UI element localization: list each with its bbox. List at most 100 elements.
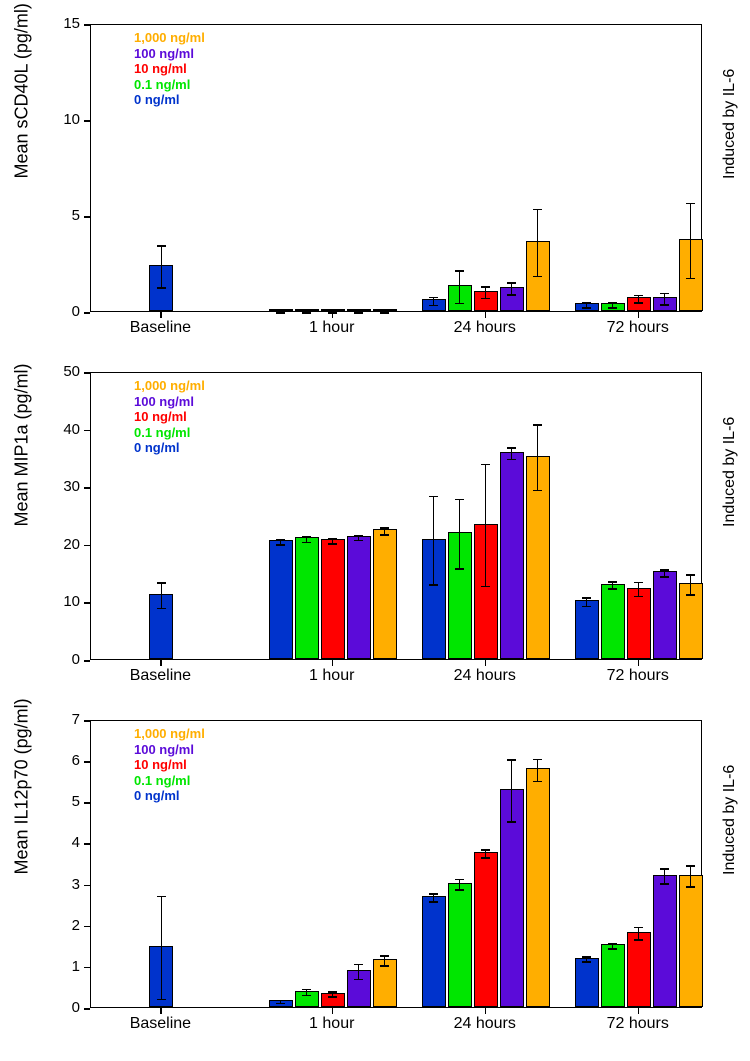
error-cap [634, 582, 643, 584]
error-cap [276, 1000, 285, 1002]
legend-item: 10 ng/ml [134, 409, 205, 425]
error-bar [690, 575, 692, 595]
y-tick-label: 5 [50, 793, 80, 810]
error-cap [276, 539, 285, 541]
y-tick [84, 216, 90, 218]
error-cap [686, 574, 695, 576]
right-axis-label: Induced by IL-6 [721, 159, 739, 179]
y-tick-label: 10 [50, 111, 80, 128]
error-cap [660, 569, 669, 571]
y-tick [84, 430, 90, 432]
x-tick-label: 72 hours [607, 667, 669, 685]
error-cap [634, 596, 643, 598]
error-cap [634, 302, 643, 304]
error-cap [354, 312, 363, 314]
panel-C: CMean IL12p70 (pg/ml)Induced by IL-60123… [0, 706, 750, 1036]
error-cap [533, 424, 542, 426]
error-cap [302, 542, 311, 544]
x-tick-label: 24 hours [454, 667, 516, 685]
error-cap [455, 568, 464, 570]
error-cap [533, 276, 542, 278]
y-tick [84, 967, 90, 969]
y-tick-label: 3 [50, 876, 80, 893]
x-tick-label: 72 hours [607, 319, 669, 337]
error-cap [302, 989, 311, 991]
x-tick-label: 1 hour [309, 667, 354, 685]
y-tick-label: 20 [50, 536, 80, 553]
y-tick [84, 24, 90, 26]
error-cap [380, 527, 389, 529]
x-tick [332, 312, 334, 318]
error-cap [686, 278, 695, 280]
error-cap [157, 287, 166, 289]
error-cap [481, 849, 490, 851]
bar [679, 875, 703, 1007]
error-cap [533, 759, 542, 761]
x-tick-label: Baseline [130, 319, 191, 337]
error-cap [481, 464, 490, 466]
y-tick [84, 926, 90, 928]
error-cap [481, 857, 490, 859]
x-tick [160, 1008, 162, 1014]
bar [373, 529, 397, 659]
legend-item: 1,000 ng/ml [134, 30, 205, 46]
y-tick [84, 885, 90, 887]
error-cap [328, 991, 337, 993]
error-cap [507, 821, 516, 823]
error-bar [459, 500, 461, 569]
error-cap [380, 312, 389, 314]
error-bar [638, 928, 640, 940]
y-tick-label: 6 [50, 752, 80, 769]
error-cap [686, 886, 695, 888]
right-axis-label: Induced by IL-6 [721, 507, 739, 527]
bar [295, 537, 319, 659]
y-tick-label: 7 [50, 711, 80, 728]
x-tick-label: 72 hours [607, 1015, 669, 1033]
y-tick [84, 660, 90, 662]
error-cap [660, 576, 669, 578]
error-cap [582, 307, 591, 309]
error-cap [686, 203, 695, 205]
legend-item: 1,000 ng/ml [134, 726, 205, 742]
x-tick-label: 1 hour [309, 1015, 354, 1033]
x-tick [485, 312, 487, 318]
legend-item: 0.1 ng/ml [134, 77, 205, 93]
x-tick-label: 24 hours [454, 1015, 516, 1033]
y-axis-label: Mean IL12p70 (pg/ml) [12, 855, 33, 875]
error-cap [429, 584, 438, 586]
bar [321, 539, 345, 659]
x-tick [638, 1008, 640, 1014]
error-cap [157, 582, 166, 584]
y-tick [84, 372, 90, 374]
y-tick-label: 2 [50, 917, 80, 934]
error-cap [608, 307, 617, 309]
x-tick [485, 1008, 487, 1014]
error-cap [455, 303, 464, 305]
error-cap [328, 543, 337, 545]
error-cap [608, 581, 617, 583]
error-cap [608, 588, 617, 590]
error-cap [533, 209, 542, 211]
x-tick [160, 312, 162, 318]
error-cap [380, 534, 389, 536]
error-cap [429, 297, 438, 299]
bar [601, 944, 625, 1007]
bar [448, 883, 472, 1007]
y-tick-label: 10 [50, 593, 80, 610]
x-tick-label: 24 hours [454, 319, 516, 337]
error-cap [582, 961, 591, 963]
error-cap [328, 538, 337, 540]
y-tick-label: 5 [50, 207, 80, 224]
legend: 1,000 ng/ml100 ng/ml10 ng/ml0.1 ng/ml0 n… [134, 30, 205, 108]
error-cap [481, 298, 490, 300]
y-tick [84, 487, 90, 489]
y-tick [84, 802, 90, 804]
error-cap [455, 270, 464, 272]
error-bar [161, 246, 163, 288]
y-tick-label: 15 [50, 15, 80, 32]
error-cap [157, 896, 166, 898]
error-cap [634, 927, 643, 929]
error-cap [429, 893, 438, 895]
bar [575, 958, 599, 1007]
error-bar [537, 425, 539, 491]
